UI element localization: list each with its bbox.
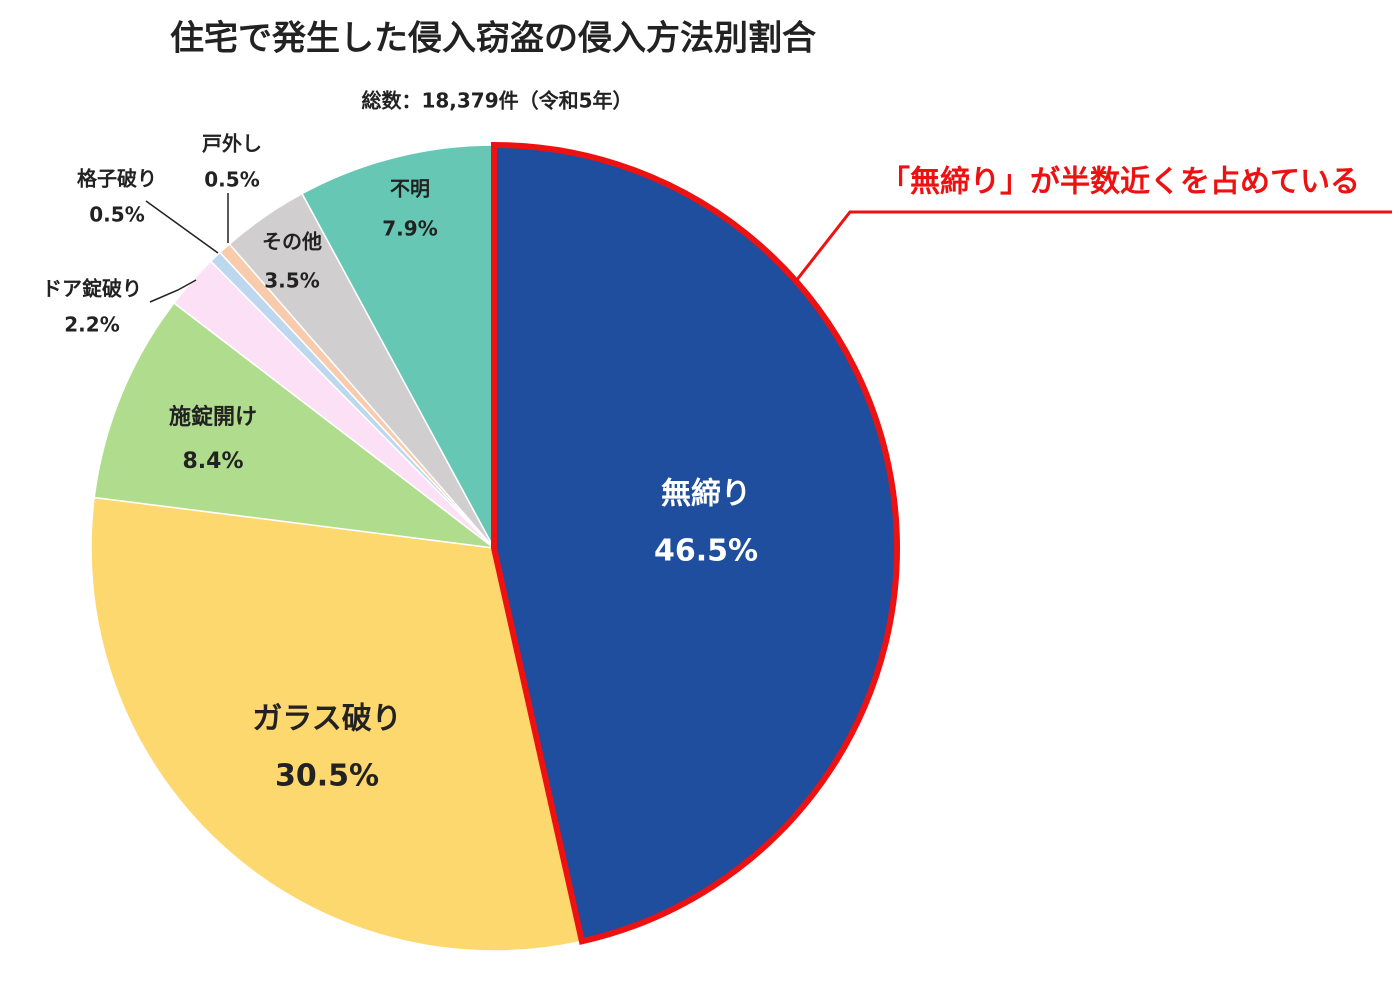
slice-label: ドア錠破り (42, 277, 142, 301)
value-label: 30.5% (275, 759, 379, 794)
value-label: 2.2% (64, 313, 119, 337)
pie-slice (93, 301, 497, 550)
value-label: 3.5% (264, 269, 319, 293)
slice-label: 施錠開け (169, 404, 257, 430)
value-label: 8.4% (182, 449, 243, 474)
value-label: 7.9% (382, 217, 437, 241)
value-label: 0.5% (89, 203, 144, 227)
annotation: 「無締り」が半数近くを占めている (880, 165, 1360, 200)
slice-label: 不明 (390, 177, 430, 201)
chart-subtitle: 総数：18,379件（令和5年） (361, 89, 632, 113)
highlight-outline (491, 141, 900, 945)
value-label: 46.5% (654, 534, 758, 569)
slice-label: 無締り (661, 477, 751, 512)
value-label: 0.5% (204, 168, 259, 192)
leader-line (149, 279, 197, 303)
slice-label: 格子破り (77, 167, 157, 191)
pie-slice (301, 144, 495, 549)
slice-label: 戸外し (202, 132, 262, 156)
pie-slice (90, 496, 583, 952)
slice-label: ガラス破り (252, 702, 401, 737)
chart-title: 住宅で発生した侵入窃盗の侵入方法別割合 (170, 19, 816, 59)
slice-label: その他 (262, 230, 322, 254)
leader-line (145, 200, 219, 254)
